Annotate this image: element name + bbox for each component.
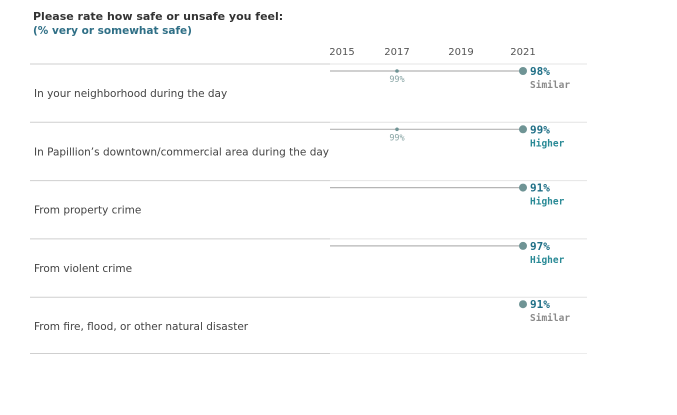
comparison-label: Similar xyxy=(530,80,570,91)
year-tick-label: 2015 xyxy=(329,47,354,58)
data-point-2021 xyxy=(519,67,527,75)
row-label: In Papillion’s downtown/commercial area … xyxy=(34,146,329,158)
value-label-2021: 91% xyxy=(530,182,550,195)
row-label: In your neighborhood during the day xyxy=(34,88,227,100)
value-label-2021: 91% xyxy=(530,298,550,311)
chart-subtitle: (% very or somewhat safe) xyxy=(33,25,192,37)
year-tick-label: 2021 xyxy=(510,47,535,58)
year-tick-label: 2017 xyxy=(384,47,409,58)
data-point-2021 xyxy=(519,183,527,192)
comparison-label: Higher xyxy=(530,197,565,208)
value-label-2017: 99% xyxy=(389,75,404,85)
data-point-2017 xyxy=(395,69,399,73)
chart-title: Please rate how safe or unsafe you feel: xyxy=(33,10,284,23)
comparison-label: Higher xyxy=(530,138,565,149)
year-tick-label: 2019 xyxy=(448,47,473,58)
value-label-2021: 97% xyxy=(530,240,550,253)
row-label: From fire, flood, or other natural disas… xyxy=(34,321,249,333)
comparison-label: Higher xyxy=(530,255,565,266)
comparison-label: Similar xyxy=(530,313,570,324)
data-point-2021 xyxy=(519,125,527,134)
value-label-2021: 99% xyxy=(530,123,550,136)
value-label-2021: 98% xyxy=(530,65,550,78)
row-label: From violent crime xyxy=(34,263,132,275)
value-label-2017: 99% xyxy=(389,133,404,143)
data-point-2017 xyxy=(395,127,399,132)
data-point-2021 xyxy=(519,300,527,309)
data-point-2021 xyxy=(519,241,527,250)
row-label: From property crime xyxy=(34,205,141,217)
